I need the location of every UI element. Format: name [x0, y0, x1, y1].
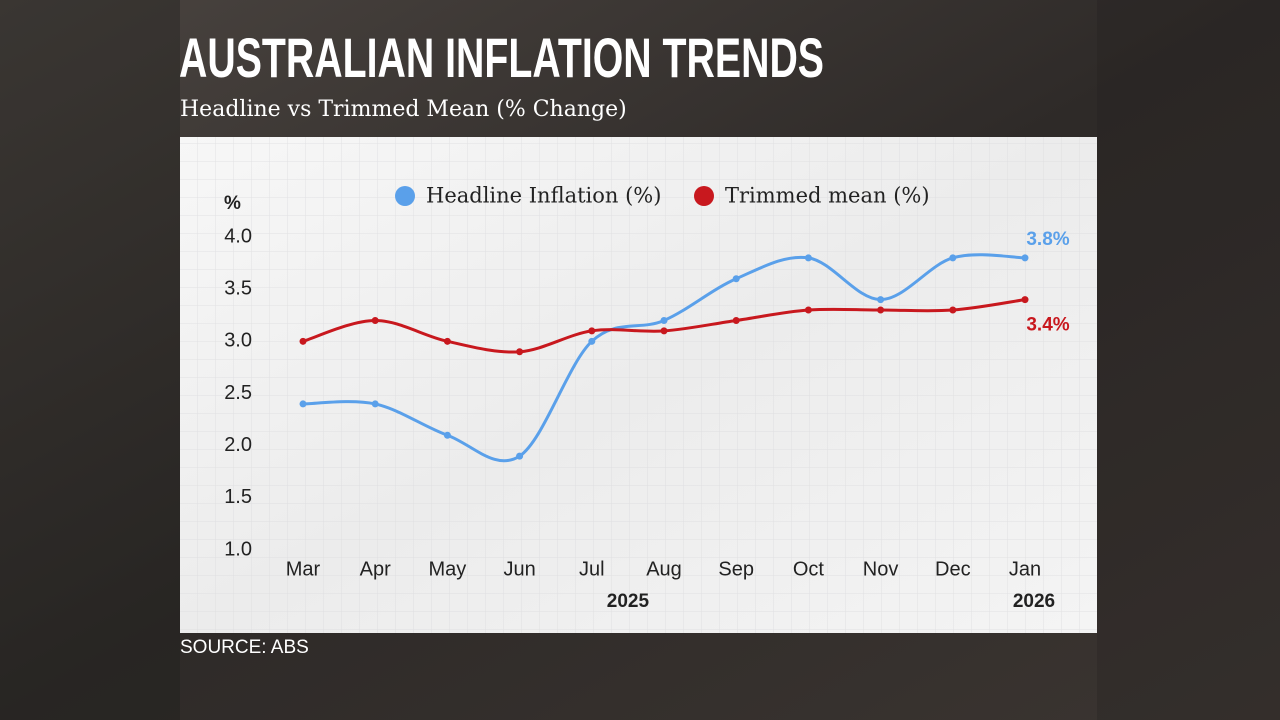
x-tick-label: Jul [579, 558, 605, 580]
legend-label: Headline Inflation (%) [426, 184, 661, 208]
year-label: 2025 [607, 591, 650, 612]
x-tick-label: Sep [718, 558, 754, 580]
y-axis-label: % [224, 193, 241, 214]
data-point [588, 327, 596, 335]
data-point [443, 337, 451, 345]
data-point [877, 296, 885, 304]
value-label: 3.4% [1026, 315, 1069, 336]
data-point [949, 254, 957, 262]
data-point [732, 275, 740, 283]
data-point [1021, 254, 1029, 262]
x-tick-label: Aug [646, 558, 682, 580]
x-tick-label: Nov [863, 558, 899, 580]
y-tick-label: 1.5 [224, 486, 252, 508]
data-point [949, 306, 957, 314]
value-label: 3.8% [1026, 229, 1069, 250]
source: SOURCE: ABS [180, 637, 309, 658]
data-point [732, 316, 740, 324]
x-tick-label: Dec [935, 558, 971, 580]
data-point [299, 400, 307, 408]
x-tick-label: Oct [793, 558, 825, 580]
year-label: 2026 [1013, 591, 1055, 612]
data-point [299, 337, 307, 345]
data-point [1021, 296, 1029, 304]
data-point [371, 316, 379, 324]
x-tick-label: Mar [286, 558, 321, 580]
data-point [804, 254, 812, 262]
data-point [371, 400, 379, 408]
y-tick-label: 4.0 [224, 225, 252, 247]
y-tick-label: 2.0 [224, 434, 252, 456]
y-tick-label: 3.5 [224, 277, 252, 299]
data-point [588, 337, 596, 345]
data-point [660, 327, 668, 335]
y-tick-label: 3.0 [224, 330, 252, 352]
y-tick-label: 1.0 [224, 538, 252, 560]
background-shade [1097, 0, 1280, 720]
x-tick-label: Apr [360, 558, 391, 580]
data-point [877, 306, 885, 314]
background-shade [0, 0, 180, 720]
legend-label: Trimmed mean (%) [725, 184, 930, 208]
subtitle: Headline vs Trimmed Mean (% Change) [180, 97, 627, 122]
y-tick-label: 2.5 [224, 382, 252, 404]
legend-marker [694, 186, 714, 206]
data-point [804, 306, 812, 314]
data-point [660, 316, 668, 324]
data-point [443, 431, 451, 439]
x-tick-label: Jan [1009, 558, 1041, 580]
legend-marker [395, 186, 415, 206]
title: AUSTRALIAN INFLATION TRENDS [179, 26, 824, 89]
data-point [516, 452, 524, 460]
data-point [516, 348, 524, 356]
graph-paper [180, 137, 1097, 633]
x-tick-label: May [429, 558, 467, 580]
x-tick-label: Jun [503, 558, 535, 580]
